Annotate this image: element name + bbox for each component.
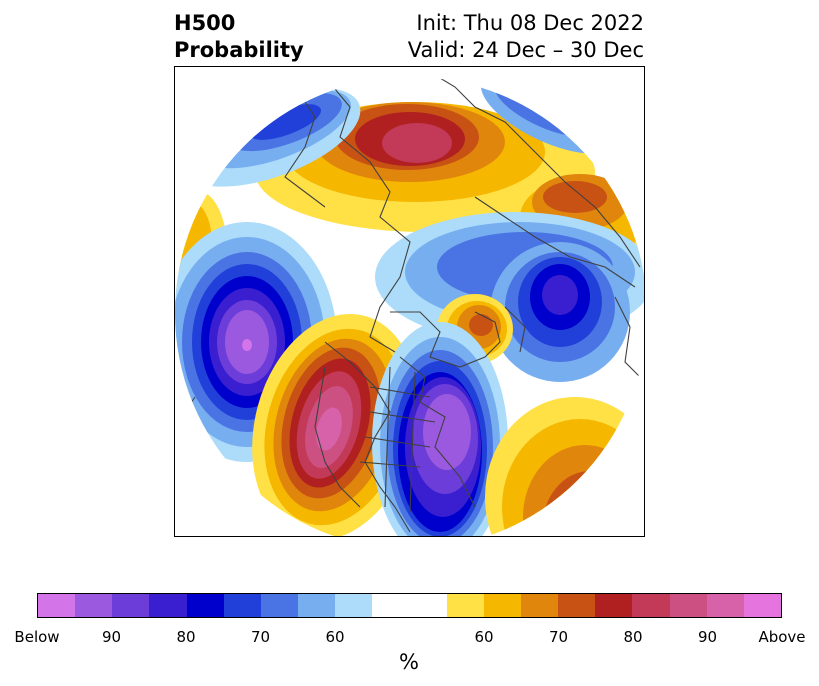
- colorbar-below-1: [75, 594, 113, 617]
- colorbar-below-3: [149, 594, 187, 617]
- colorbar-below-2: [112, 594, 150, 617]
- colorbar: [37, 593, 782, 618]
- colorbar-tick-label: 80: [176, 628, 196, 646]
- colorbar-tick-label: 80: [623, 628, 643, 646]
- colorbar-tick-label: Below: [14, 628, 60, 646]
- below-anomaly-east-north-america: [372, 322, 508, 536]
- colorbar-below-6: [260, 594, 299, 617]
- colorbar-below-4: [186, 594, 224, 617]
- colorbar-tick-label: 90: [697, 628, 718, 646]
- title-field: Probability: [174, 38, 304, 62]
- init-date: Init: Thu 08 Dec 2022: [416, 11, 644, 35]
- colorbar-below-5: [223, 594, 261, 617]
- probability-field: [175, 77, 644, 536]
- probability-map: [174, 66, 645, 537]
- colorbar-above-3: [558, 594, 596, 617]
- colorbar-tick-label: Above: [758, 628, 806, 646]
- colorbar-tick-label: 70: [250, 628, 271, 646]
- colorbar-above-0: [446, 594, 484, 617]
- title-variable: H500: [174, 11, 236, 35]
- colorbar-unit: %: [399, 650, 419, 674]
- colorbar-below-8: [335, 594, 373, 617]
- colorbar-tick-label: 90: [101, 628, 122, 646]
- colorbar-below-0: [38, 594, 76, 617]
- colorbar-above-1: [483, 594, 522, 617]
- colorbar-tick-label: 70: [548, 628, 569, 646]
- colorbar-above-8: [743, 594, 782, 617]
- colorbar-above-5: [632, 594, 670, 617]
- plot-title: H500 Probability: [174, 10, 304, 64]
- colorbar-above-6: [669, 594, 707, 617]
- valid-range: Valid: 24 Dec – 30 Dec: [407, 38, 644, 62]
- colorbar-below-7: [298, 594, 336, 617]
- colorbar-neutral: [372, 594, 447, 617]
- colorbar-above-7: [706, 594, 744, 617]
- colorbar-above-2: [521, 594, 559, 617]
- colorbar-above-4: [595, 594, 633, 617]
- colorbar-tick-label: 60: [474, 628, 494, 646]
- plot-dates: Init: Thu 08 Dec 2022 Valid: 24 Dec – 30…: [408, 10, 644, 64]
- colorbar-tick-label: 60: [325, 628, 345, 646]
- map-canvas: [175, 77, 644, 536]
